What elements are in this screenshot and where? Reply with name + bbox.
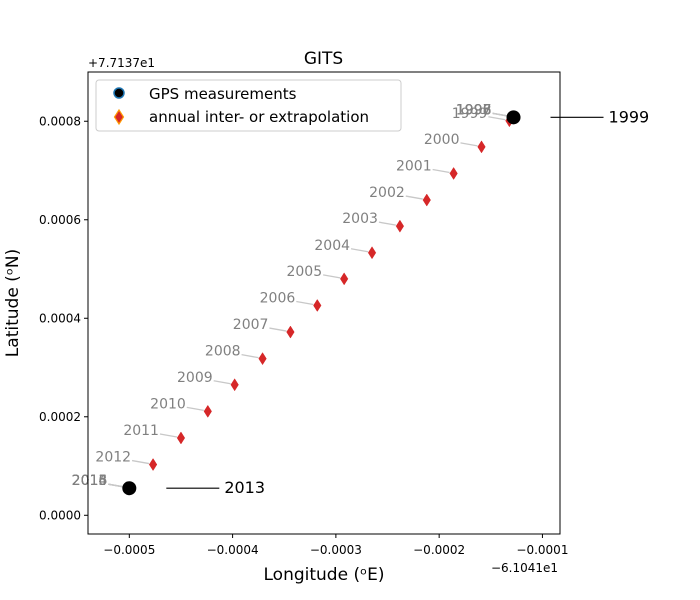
legend-gps-marker xyxy=(113,87,125,99)
year-label: 1996 xyxy=(456,102,492,118)
year-leader-line xyxy=(432,168,450,174)
year-label: 2004 xyxy=(314,238,350,254)
annual-point-marker xyxy=(230,378,239,392)
y-tick-label: 0.0002 xyxy=(39,410,81,424)
gps-annotations: 1999 2013 xyxy=(122,107,649,497)
gps-year-label: 1999 xyxy=(609,107,650,126)
year-label: 2002 xyxy=(369,185,405,201)
year-label: 1995 xyxy=(456,102,492,118)
y-tick-label: 0.0006 xyxy=(39,213,81,227)
year-label: 2006 xyxy=(260,290,296,306)
year-label: 2013 xyxy=(72,473,108,489)
year-leader-line xyxy=(405,195,423,200)
year-leader-line xyxy=(378,221,397,226)
annual-point-marker xyxy=(477,140,486,154)
chart-title: GITS xyxy=(304,49,343,69)
y-tick-label: 0.0000 xyxy=(39,508,81,522)
x-tick-label: −0.0005 xyxy=(103,543,155,557)
annual-point-marker xyxy=(422,193,431,207)
year-leader-line xyxy=(213,380,231,385)
year-leader-line xyxy=(269,327,287,332)
annual-point-marker xyxy=(203,404,212,418)
year-label: 2003 xyxy=(342,211,378,227)
x-tick-label: −0.0002 xyxy=(413,543,465,557)
year-label: 1999 xyxy=(452,106,488,122)
year-label: 2009 xyxy=(177,370,213,386)
x-tick-label: −0.0003 xyxy=(310,543,362,557)
annual-point-marker xyxy=(313,298,322,312)
year-leader-line xyxy=(131,459,150,465)
annual-point-marker xyxy=(148,458,158,472)
y-tick-label: 0.0008 xyxy=(39,114,81,128)
year-leader-line xyxy=(350,248,369,253)
legend-annual-label: annual inter- or extrapolation xyxy=(149,108,369,126)
year-leader-line xyxy=(296,300,314,306)
year-label: 2000 xyxy=(424,132,460,148)
year-leader-line xyxy=(159,433,178,438)
year-label: 2005 xyxy=(286,264,322,280)
year-label: 2016 xyxy=(72,473,108,489)
year-label: 1998 xyxy=(456,102,492,118)
year-leader-line xyxy=(460,142,478,147)
plot-frame xyxy=(87,71,561,535)
x-axis-title: Longitude (ᵒE) xyxy=(264,565,385,585)
year-leader-line xyxy=(488,116,506,121)
y-tick-label: 0.0004 xyxy=(39,311,81,325)
annual-point-marker xyxy=(258,352,267,366)
legend-annual-marker xyxy=(113,108,125,126)
year-label: 2015 xyxy=(72,473,108,489)
annual-point-marker xyxy=(286,325,295,339)
gps-year-label: 2013 xyxy=(224,478,265,497)
year-label: 2001 xyxy=(396,158,432,174)
year-label: 2010 xyxy=(150,396,186,412)
year-leader-line xyxy=(186,406,204,411)
year-leader-line xyxy=(323,274,341,279)
year-label: 2008 xyxy=(205,344,241,360)
annual-point-marker xyxy=(340,272,349,286)
gps-measurement-point xyxy=(506,110,521,125)
y-axis-title: Latitude (ᵒN) xyxy=(3,249,23,357)
annual-point-marker xyxy=(367,246,377,260)
year-leader-line xyxy=(241,354,259,359)
year-label: 2007 xyxy=(233,317,269,333)
y-offset-label: +7.7137e1 xyxy=(88,56,155,70)
annual-point-marker xyxy=(176,431,186,445)
year-label: 1997 xyxy=(456,102,492,118)
legend-gps-label: GPS measurements xyxy=(149,85,297,103)
x-tick-label: −0.0001 xyxy=(516,543,568,557)
year-label: 2011 xyxy=(123,423,159,439)
year-label: 2012 xyxy=(95,450,131,466)
axis-ticks: −0.0005 −0.0004 −0.0003 −0.0002 −0.0001 0.000… xyxy=(39,114,568,557)
x-offset-label: −6.1041e1 xyxy=(491,561,558,575)
x-tick-label: −0.0004 xyxy=(207,543,259,557)
annual-point-marker xyxy=(449,166,458,180)
annual-point-marker xyxy=(395,219,405,233)
year-label: 2014 xyxy=(72,473,108,489)
gps-measurement-point xyxy=(122,481,137,496)
legend: GPS measurements annual inter- or extrap… xyxy=(95,79,402,132)
legend-box xyxy=(95,79,402,132)
